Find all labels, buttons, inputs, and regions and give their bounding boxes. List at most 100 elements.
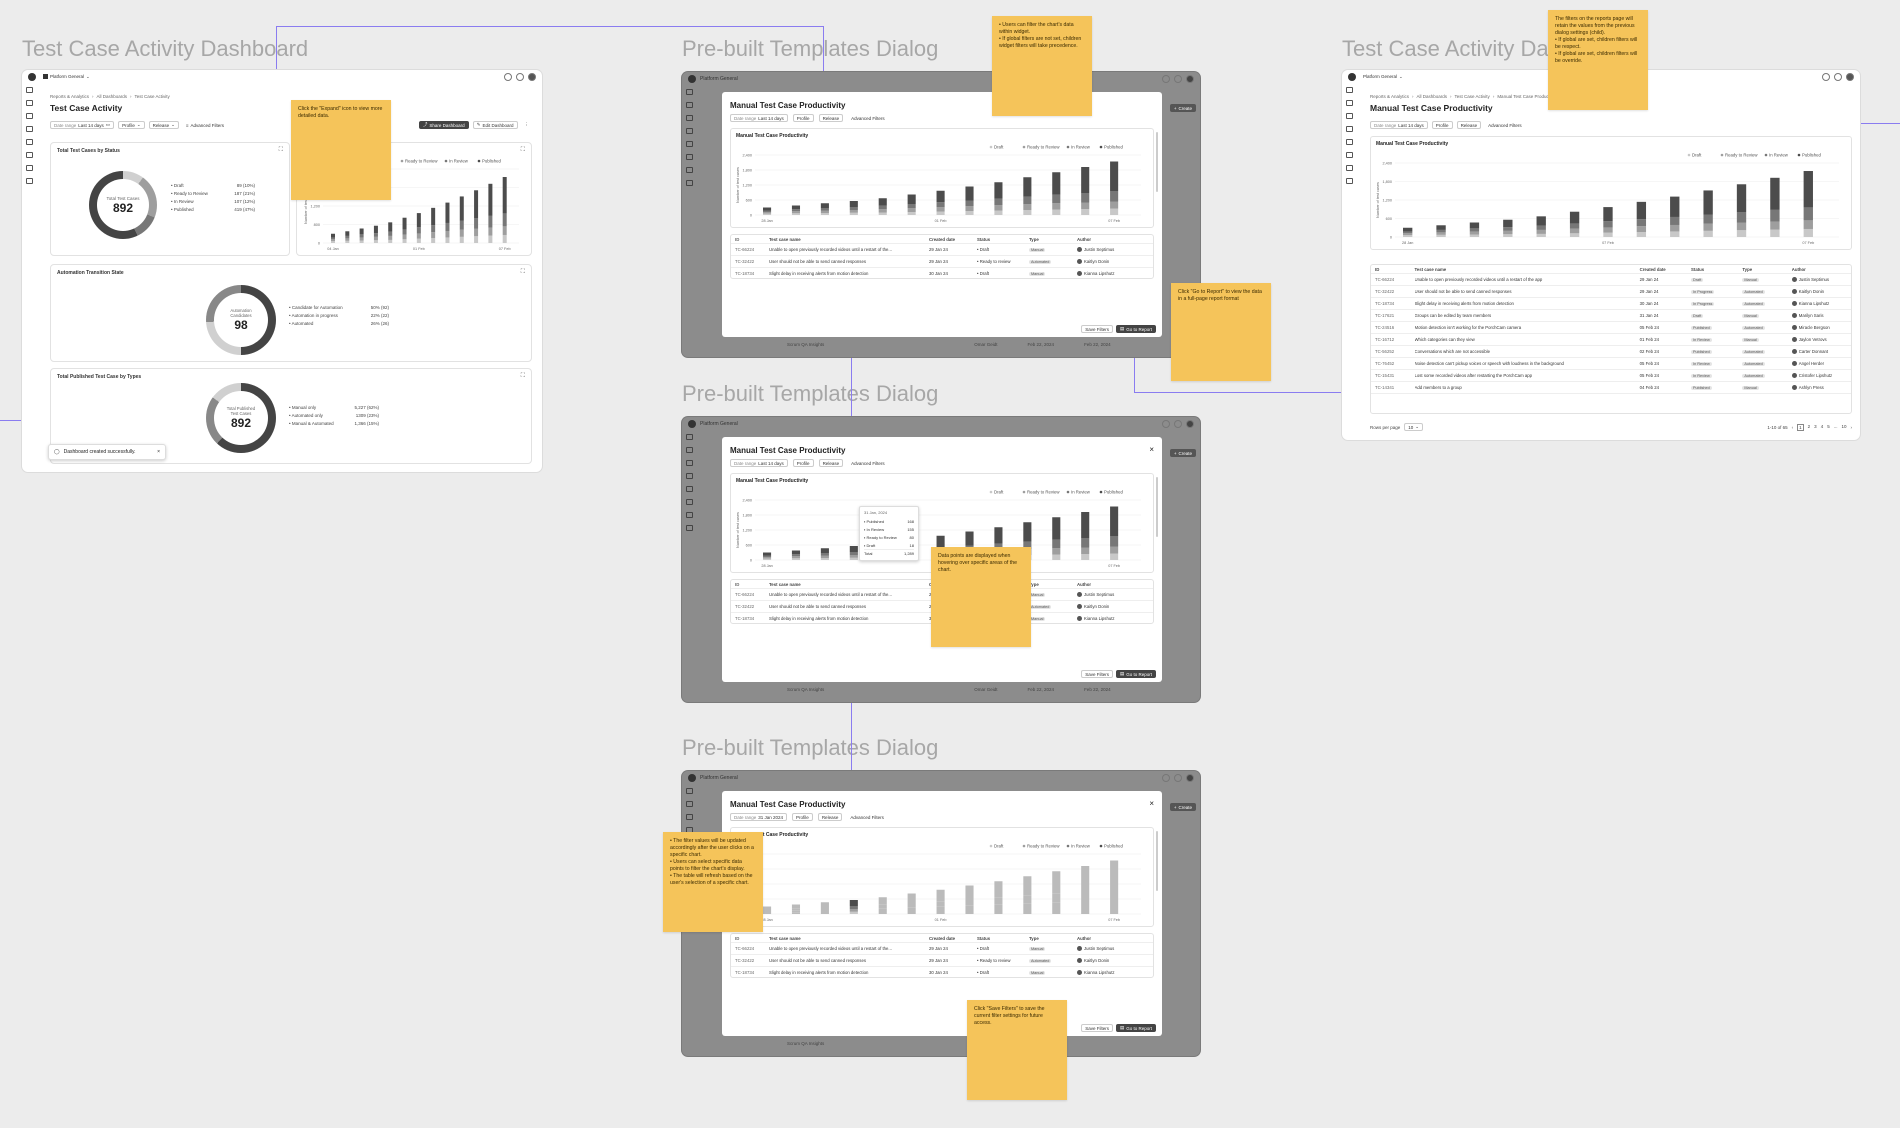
column-header[interactable]: Created date [929, 935, 956, 941]
bar-segment[interactable] [936, 190, 945, 203]
bar-segment[interactable] [1081, 209, 1090, 215]
image-icon[interactable] [686, 154, 693, 160]
bar-segment[interactable] [1403, 227, 1413, 232]
bar-segment[interactable] [1110, 890, 1119, 901]
bar-segment[interactable] [878, 198, 887, 206]
building-icon[interactable] [686, 141, 693, 147]
table-row[interactable]: TC-56252 Conversations which are not acce… [1371, 346, 1851, 358]
menu-icon[interactable] [26, 87, 33, 93]
column-header[interactable]: Test case name [769, 236, 801, 242]
bar-segment[interactable] [1503, 227, 1513, 231]
advanced-filters-button[interactable]: ≡ Advanced Filters [182, 121, 228, 129]
bar-segment[interactable] [388, 239, 393, 243]
bar-segment[interactable] [965, 186, 974, 201]
bar-segment[interactable] [936, 910, 945, 915]
page-button[interactable]: 5 [1827, 423, 1830, 429]
home-icon[interactable] [686, 102, 693, 108]
bar-segment[interactable] [994, 527, 1003, 544]
bar-segment[interactable] [502, 213, 507, 227]
bar-segment[interactable] [878, 904, 887, 909]
bar-segment[interactable] [1469, 234, 1480, 237]
bar-segment[interactable] [1110, 536, 1119, 547]
column-header[interactable]: Type [1029, 935, 1039, 941]
bar-segment[interactable] [994, 881, 1003, 898]
scrollbar[interactable] [1156, 132, 1158, 192]
page-button[interactable]: ... [1833, 423, 1838, 429]
bar-segment[interactable] [763, 207, 772, 211]
create-button[interactable]: + Create [1169, 449, 1196, 457]
column-header[interactable]: Status [1691, 266, 1705, 272]
date-range-filter[interactable]: Date range Last 14 days [1370, 121, 1428, 129]
bar-segment[interactable] [1052, 893, 1061, 903]
bar-segment[interactable] [791, 554, 801, 557]
avatar[interactable] [1186, 74, 1194, 83]
page-button[interactable]: 4 [1820, 423, 1824, 429]
bar-segment[interactable] [763, 552, 772, 556]
bar-segment[interactable] [820, 558, 829, 560]
bar-segment[interactable] [1436, 234, 1446, 237]
column-header[interactable]: Type [1029, 581, 1039, 587]
report-icon[interactable] [686, 167, 693, 173]
advanced-filters-button[interactable]: Advanced Filters [1485, 121, 1525, 129]
bar-segment[interactable] [791, 209, 801, 212]
bar-segment[interactable] [445, 222, 450, 231]
workspace-switcher[interactable]: Platform General ⌄ [1360, 72, 1406, 81]
column-header[interactable]: Status [977, 935, 991, 941]
table-row[interactable]: TC-32422 User should not be able to send … [731, 955, 1153, 967]
report-icon[interactable] [686, 512, 693, 518]
bar-segment[interactable] [907, 208, 916, 212]
bar-segment[interactable] [1023, 177, 1032, 197]
bar-segment[interactable] [1023, 196, 1032, 205]
expand-icon[interactable]: ⛶ [520, 269, 525, 275]
save-filters-button[interactable]: Save Filters [1081, 1024, 1113, 1032]
bar-segment[interactable] [1703, 230, 1713, 237]
users-icon[interactable] [686, 525, 693, 531]
bar-segment[interactable] [1670, 196, 1680, 217]
home-icon[interactable] [686, 447, 693, 453]
bar-segment[interactable] [1081, 538, 1090, 548]
table-row[interactable]: TC-17621 Groups can be edited by team mem… [1371, 310, 1851, 322]
avatar[interactable] [1186, 773, 1194, 782]
bar-segment[interactable] [1403, 231, 1413, 234]
breadcrumb-item[interactable]: All Dashboards [96, 94, 128, 99]
bar-segment[interactable] [459, 236, 464, 243]
bar-segment[interactable] [820, 902, 829, 907]
bar-segment[interactable] [1052, 548, 1061, 555]
bar-segment[interactable] [936, 906, 945, 911]
bar-segment[interactable] [936, 207, 945, 212]
bar-segment[interactable] [1803, 171, 1813, 208]
help-icon[interactable] [1822, 72, 1830, 81]
bar-segment[interactable] [1110, 201, 1119, 209]
advanced-filters-button[interactable]: Advanced Filters [847, 813, 887, 821]
column-header[interactable]: Author [1791, 266, 1806, 272]
bar-segment[interactable] [1670, 216, 1680, 225]
bar-segment[interactable] [474, 236, 479, 243]
bar-segment[interactable] [1670, 224, 1680, 232]
bar-segment[interactable] [936, 535, 945, 548]
bar-segment[interactable] [1110, 907, 1119, 915]
column-header[interactable]: Test case name [769, 581, 801, 587]
close-icon[interactable]: × [1149, 799, 1154, 808]
bar-segment[interactable] [820, 907, 829, 910]
column-header[interactable]: Author [1077, 935, 1092, 941]
bar-segment[interactable] [907, 893, 916, 904]
bar-segment[interactable] [345, 238, 350, 241]
avatar[interactable] [1186, 419, 1194, 428]
bar-segment[interactable] [849, 552, 858, 555]
bar-segment[interactable] [445, 202, 450, 223]
bar-segment[interactable] [488, 215, 493, 228]
table-row[interactable]: TC-66224 Unable to open previously record… [731, 943, 1153, 955]
bar-segment[interactable] [1603, 207, 1613, 222]
bar-segment[interactable] [1636, 232, 1647, 237]
bar-segment[interactable] [1110, 191, 1119, 202]
bar-segment[interactable] [345, 235, 350, 239]
bar-segment[interactable] [1736, 222, 1747, 231]
bar-segment[interactable] [1081, 892, 1090, 902]
bar-segment[interactable] [331, 239, 336, 242]
building-icon[interactable] [26, 139, 33, 145]
bar-segment[interactable] [1110, 506, 1119, 537]
bar-segment[interactable] [402, 217, 407, 230]
bar-segment[interactable] [849, 546, 858, 552]
bar-segment[interactable] [1081, 866, 1090, 892]
